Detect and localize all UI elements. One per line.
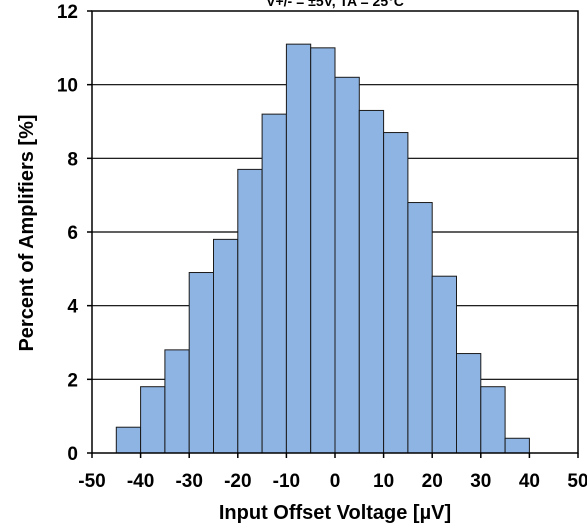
histogram-bar: [456, 353, 482, 454]
y-tick-labels: 0 2 4 6 8 10 12: [57, 2, 79, 465]
x-tick-labels: -50 -40 -30 -20 -10 0 10 20 30 40 50: [78, 471, 587, 492]
plot-frame: [87, 10, 579, 458]
histogram-bar: [334, 76, 360, 454]
x-tick-label: 10: [373, 471, 394, 492]
x-tick-label: 0: [330, 471, 341, 492]
x-tick-label: -30: [175, 471, 202, 492]
histogram-bar: [504, 437, 530, 454]
x-tick-label: 30: [470, 471, 491, 492]
histogram-bar: [383, 132, 409, 454]
histogram-bar: [115, 426, 142, 454]
histogram-bar: [358, 109, 385, 454]
x-tick-label: -50: [78, 471, 105, 492]
histogram-bar: [140, 386, 166, 454]
histogram-bar: [164, 349, 190, 454]
y-tick-label: 4: [67, 297, 78, 318]
x-tick-label: 20: [422, 471, 443, 492]
y-axis-title: Percent of Amplifiers [%]: [16, 114, 38, 351]
x-tick-label: 40: [519, 471, 540, 492]
histogram-bar: [407, 202, 433, 454]
chart-subtitle: V+/- = ±5V, TA = 25°C: [266, 0, 404, 9]
y-tick-label: 10: [57, 76, 78, 97]
histogram-bar: [285, 43, 312, 454]
y-tick-label: 8: [67, 149, 78, 170]
x-tick-label: 50: [567, 471, 587, 492]
histogram-bars: [115, 43, 530, 454]
histogram-bar: [431, 275, 458, 454]
histogram-bar: [480, 386, 506, 454]
x-tick-label: -20: [224, 471, 251, 492]
y-tick-label: 0: [67, 444, 78, 465]
histogram-bar: [188, 272, 214, 454]
x-tick-label: -40: [127, 471, 154, 492]
y-tick-label: 12: [57, 2, 78, 23]
x-tick-label: -10: [273, 471, 300, 492]
y-tick-label: 6: [67, 223, 78, 244]
histogram-bar: [310, 47, 336, 454]
histogram-bar: [237, 168, 263, 454]
y-tick-label: 2: [67, 370, 78, 391]
x-axis-title: Input Offset Voltage [µV]: [219, 502, 451, 524]
histogram-bar: [213, 238, 239, 454]
histogram-bar: [261, 113, 287, 454]
